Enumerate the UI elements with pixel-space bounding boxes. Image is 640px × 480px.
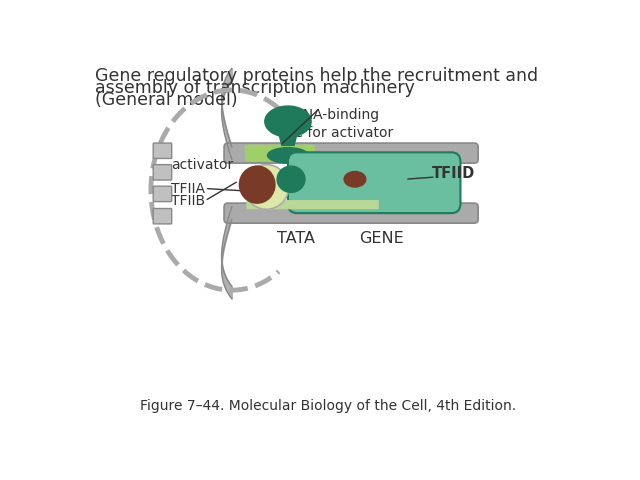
- Ellipse shape: [344, 171, 367, 188]
- Text: Gene regulatory proteins help the recruitment and: Gene regulatory proteins help the recrui…: [95, 67, 539, 85]
- FancyBboxPatch shape: [153, 186, 172, 202]
- Ellipse shape: [244, 165, 289, 209]
- Text: Figure 7–44. Molecular Biology of the Cell, 4th Edition.: Figure 7–44. Molecular Biology of the Ce…: [140, 399, 516, 413]
- FancyBboxPatch shape: [224, 203, 478, 223]
- Text: DNA-binding
site for activator: DNA-binding site for activator: [278, 108, 394, 140]
- Text: TFIIB: TFIIB: [171, 194, 205, 208]
- Ellipse shape: [267, 147, 309, 164]
- Text: GENE: GENE: [360, 231, 404, 246]
- FancyBboxPatch shape: [153, 208, 172, 224]
- Text: (General model): (General model): [95, 92, 238, 109]
- FancyBboxPatch shape: [246, 200, 379, 209]
- Text: TFIID: TFIID: [432, 166, 476, 180]
- Text: assembly of transcription machinery: assembly of transcription machinery: [95, 79, 415, 97]
- FancyBboxPatch shape: [245, 144, 315, 162]
- Ellipse shape: [280, 129, 296, 140]
- FancyBboxPatch shape: [153, 165, 172, 180]
- FancyBboxPatch shape: [153, 143, 172, 158]
- Ellipse shape: [264, 105, 312, 138]
- Text: TATA: TATA: [276, 231, 315, 246]
- FancyBboxPatch shape: [288, 152, 460, 213]
- Polygon shape: [279, 124, 297, 145]
- Ellipse shape: [276, 166, 306, 193]
- Text: activator: activator: [171, 158, 233, 172]
- Ellipse shape: [239, 166, 276, 204]
- Text: TFIIA: TFIIA: [171, 181, 205, 195]
- FancyBboxPatch shape: [224, 143, 478, 163]
